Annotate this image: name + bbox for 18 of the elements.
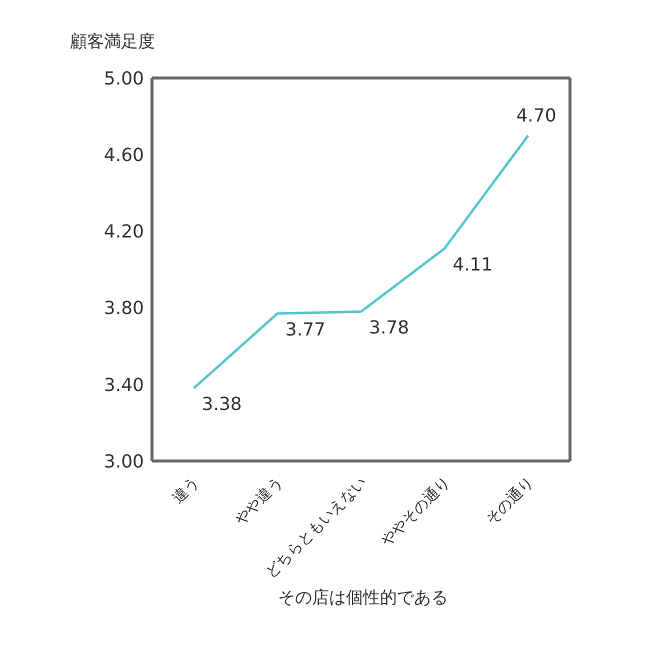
data-label: 4.11 — [452, 254, 493, 276]
x-axis-title: その店は個性的である — [277, 587, 449, 609]
y-tick-label: 4.20 — [104, 222, 144, 243]
y-tick-label: 3.40 — [104, 374, 144, 396]
data-label: 4.70 — [516, 105, 556, 126]
data-label: 3.38 — [202, 394, 242, 416]
x-tick-label: やや違う — [231, 473, 286, 528]
data-label: 3.78 — [369, 318, 410, 339]
y-tick-label: 3.00 — [104, 451, 144, 472]
x-tick-label: 違う — [168, 473, 203, 508]
x-tick-label: ややその通り — [377, 473, 454, 550]
y-tick-label: 5.00 — [104, 68, 144, 90]
y-tick-label: 4.60 — [104, 144, 144, 166]
line-series — [192, 134, 530, 390]
x-tick-label: その通り — [482, 473, 538, 528]
y-tick-label: 3.80 — [104, 298, 144, 320]
y-axis-title: 顧客満足度 — [70, 31, 155, 53]
data-label: 3.77 — [285, 320, 326, 341]
